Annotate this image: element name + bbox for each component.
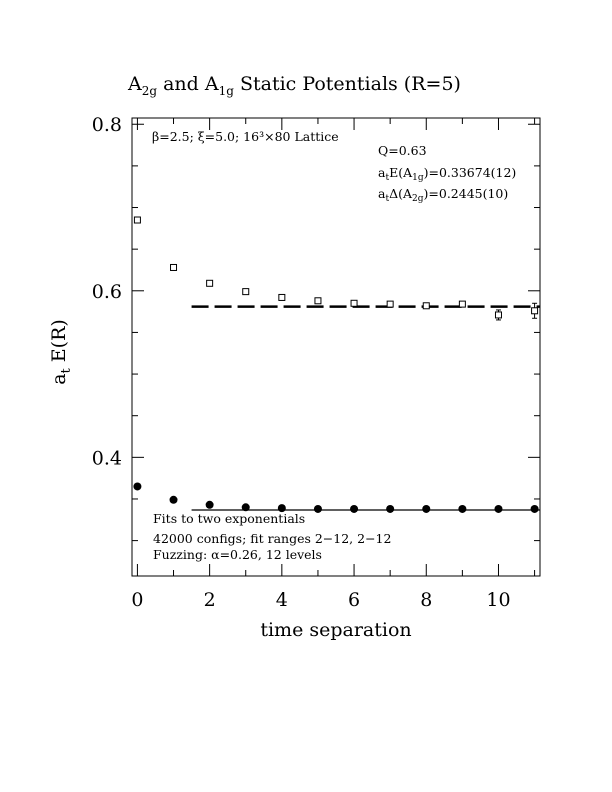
lattice-annotation: β=2.5; ξ=5.0; 16³×80 Lattice	[152, 129, 339, 144]
a1g-point	[530, 504, 539, 513]
plot-frame	[131, 117, 541, 577]
a2g-point	[386, 300, 394, 308]
data-points	[133, 216, 539, 513]
a1g-point	[350, 504, 359, 513]
a1g-point	[277, 504, 286, 513]
q-annotation: Q=0.63	[378, 143, 427, 158]
fit-note-1: Fits to two exponentials	[153, 511, 305, 526]
ticks: 0 2 4 6 8 10 0.4 0.6 0.8	[92, 114, 540, 611]
x-tick-label: 2	[204, 589, 216, 611]
a2g-point	[350, 299, 358, 307]
a2g-point	[314, 297, 322, 305]
y-tick-label: 0.6	[92, 281, 122, 303]
x-axis-label: time separation	[260, 619, 411, 641]
x-tick-label: 10	[486, 589, 510, 611]
fit-note-2: 42000 configs; fit ranges 2−12, 2−12	[153, 531, 391, 546]
y-axis-label: at E(R)	[48, 319, 74, 385]
y-tick-label: 0.4	[92, 447, 122, 469]
fit-lines	[191, 305, 540, 511]
a2g-point	[531, 307, 539, 315]
a1g-point	[205, 500, 214, 509]
a2g-point	[458, 300, 466, 308]
a2g-point	[206, 279, 214, 287]
a1g-point	[133, 482, 142, 491]
y-tick-label: 0.8	[92, 114, 122, 136]
a1g-point	[422, 504, 431, 513]
a2g-point	[242, 288, 250, 296]
x-tick-label: 8	[420, 589, 432, 611]
a2g-point	[133, 216, 141, 224]
chart-title: A2g and A1g Static Potentials (R=5)	[127, 73, 461, 98]
a1g-point	[494, 504, 503, 513]
a1g-point	[386, 504, 395, 513]
a2g-point	[422, 302, 430, 310]
a2g-point	[170, 263, 178, 271]
x-tick-label: 4	[276, 589, 288, 611]
a1g-point	[313, 504, 322, 513]
x-tick-label: 0	[131, 589, 143, 611]
a1g-point	[458, 504, 467, 513]
a1g-point	[169, 495, 178, 504]
a2g-point	[494, 311, 502, 319]
x-tick-label: 6	[348, 589, 360, 611]
energy-annotation: atE(A1g)=0.33674(12)	[378, 165, 516, 183]
fit-note-3: Fuzzing: α=0.26, 12 levels	[153, 547, 322, 562]
a2g-point	[278, 293, 286, 301]
gap-annotation: atΔ(A2g)=0.2445(10)	[378, 186, 508, 204]
a1g-point	[241, 503, 250, 512]
